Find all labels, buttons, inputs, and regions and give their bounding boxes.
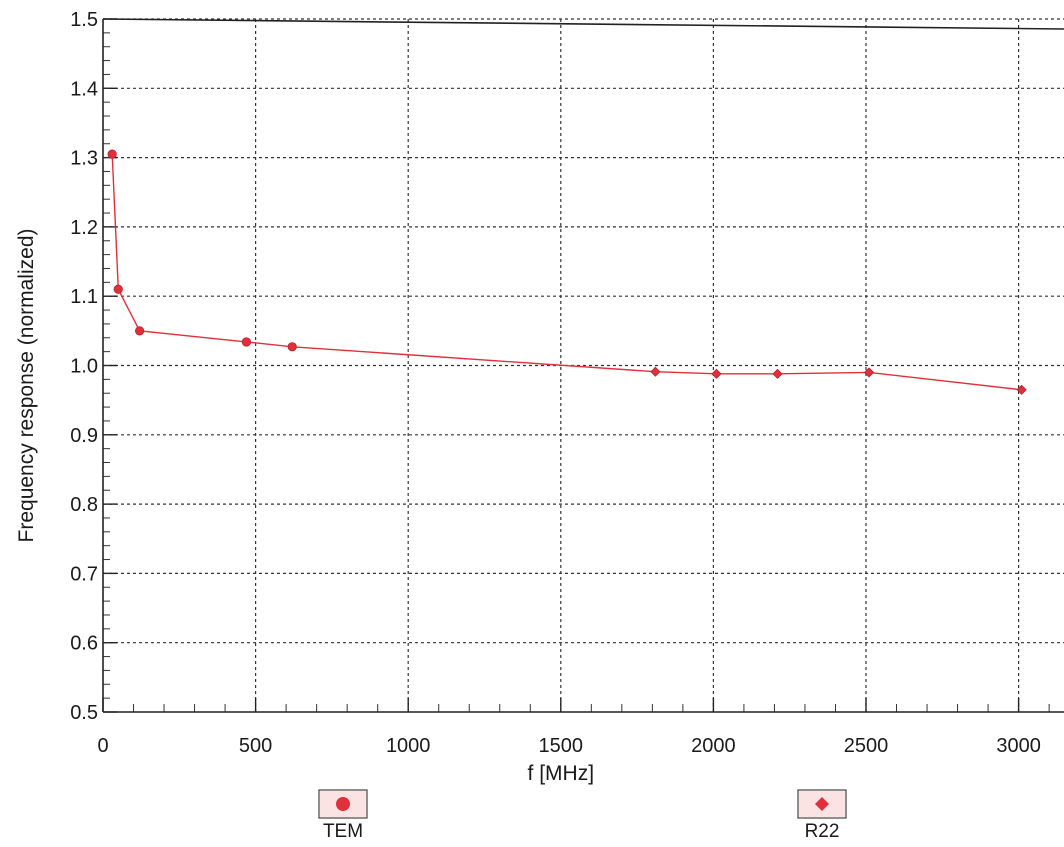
y-tick-label: 0.8 [70, 494, 98, 516]
data-point-r22 [772, 368, 783, 379]
circle-icon [336, 797, 350, 811]
diamond-icon [815, 797, 829, 811]
grid [103, 18, 1064, 712]
y-tick-label: 1.3 [70, 148, 98, 170]
x-tick-label: 2000 [691, 735, 736, 757]
axes: 0.5 0.6 0.7 0.8 0.9 1.0 1.1 1.2 1.3 1.4 1.5 0 500 100… [70, 9, 1064, 757]
data-series [107, 149, 1027, 395]
y-tick-label: 1.5 [70, 9, 98, 31]
y-axis-title: Frequency response (normalized) [15, 229, 38, 543]
x-tick-label: 0 [97, 735, 108, 757]
y-tick-label: 0.9 [70, 425, 98, 447]
legend-label-r22: R22 [805, 821, 840, 842]
x-axis-title: f [MHz] [528, 762, 595, 785]
data-point-r22 [863, 367, 875, 378]
y-tick-label: 1.2 [70, 217, 98, 239]
data-point-tem [241, 337, 252, 347]
y-tick-label: 0.5 [70, 702, 98, 724]
y-tick-label: 0.7 [70, 563, 98, 585]
data-point-r22 [650, 366, 661, 377]
y-tick-label: 1.0 [70, 356, 98, 378]
data-point-r22 [1016, 384, 1027, 395]
data-point-tem [135, 326, 145, 336]
top-frame-line [102, 18, 1064, 30]
y-tick-label: 0.6 [70, 633, 98, 655]
y-tick-label: 1.4 [70, 78, 98, 100]
x-tick-label: 1000 [386, 735, 431, 757]
data-point-r22 [711, 368, 722, 379]
data-point-tem [287, 342, 297, 352]
series-line [111, 154, 1022, 391]
legend: TEM R22 [318, 789, 847, 842]
x-tick-label: 500 [239, 735, 272, 757]
x-tick-label: 3000 [996, 735, 1041, 757]
x-tick-label: 2500 [844, 735, 889, 757]
data-point-tem [113, 284, 123, 294]
x-tick-label: 1500 [539, 735, 584, 757]
data-point-tem [107, 149, 117, 159]
y-tick-label: 1.1 [70, 286, 98, 308]
legend-label-tem: TEM [323, 821, 363, 842]
